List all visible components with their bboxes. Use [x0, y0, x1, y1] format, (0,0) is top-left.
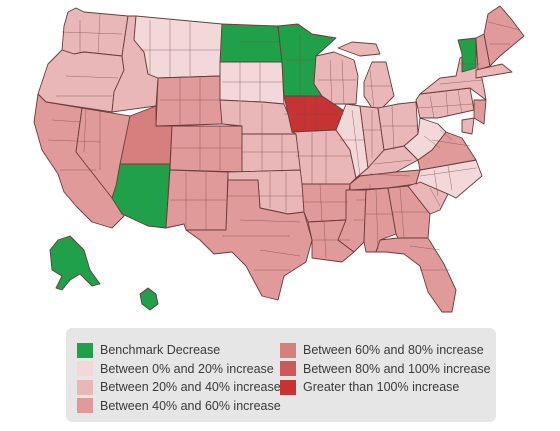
- legend-label: Between 0% and 20% increase: [100, 361, 274, 376]
- legend-item-decrease: Benchmark Decrease: [77, 341, 281, 360]
- region-DE: [461, 117, 475, 135]
- region-SD: [219, 61, 285, 105]
- region-AR: [301, 183, 351, 223]
- legend-swatch: [280, 379, 296, 395]
- legend-label: Benchmark Decrease: [100, 343, 221, 358]
- legend-item-80-100: Between 80% and 100% increase: [280, 360, 491, 379]
- legend-item-0-20: Between 0% and 20% increase: [77, 360, 281, 379]
- legend-swatch: [280, 342, 296, 358]
- region-HI: [139, 287, 159, 311]
- legend-column-left: Benchmark Decrease Between 0% and 20% in…: [77, 341, 281, 415]
- legend-item-40-60: Between 40% and 60% increase: [77, 397, 281, 416]
- us-choropleth-map: [33, 5, 525, 313]
- legend-item-60-80: Between 60% and 80% increase: [280, 341, 491, 360]
- legend-swatch: [280, 361, 296, 377]
- region-MT: [133, 15, 223, 79]
- legend-item-100-plus: Greater than 100% increase: [280, 378, 491, 397]
- legend-label: Between 80% and 100% increase: [303, 361, 491, 376]
- region-AK: [49, 235, 101, 291]
- region-WA: [61, 7, 129, 57]
- legend: Benchmark Decrease Between 0% and 20% in…: [66, 328, 496, 422]
- legend-label: Between 60% and 80% increase: [303, 343, 484, 358]
- legend-swatch: [77, 379, 93, 395]
- legend-swatch: [77, 398, 93, 414]
- region-FL: [375, 237, 457, 313]
- legend-column-right: Between 60% and 80% increase Between 80%…: [280, 341, 491, 397]
- region-WV: [403, 117, 447, 161]
- legend-label: Between 20% and 40% increase: [100, 380, 281, 395]
- legend-label: Between 40% and 60% increase: [100, 398, 281, 413]
- region-KS: [241, 133, 303, 173]
- region-NJ: [473, 99, 487, 125]
- legend-swatch: [77, 342, 93, 358]
- legend-label: Greater than 100% increase: [303, 380, 460, 395]
- region-MA: [475, 63, 513, 79]
- region-MI: [337, 41, 395, 109]
- region-VT: [457, 37, 477, 73]
- region-CO: [169, 125, 243, 173]
- legend-item-20-40: Between 20% and 40% increase: [77, 378, 281, 397]
- region-WI: [313, 51, 359, 105]
- county-lines: [47, 13, 521, 271]
- region-WY: [155, 75, 223, 127]
- region-ME: [483, 5, 525, 67]
- region-ND: [219, 23, 283, 63]
- legend-swatch: [77, 361, 93, 377]
